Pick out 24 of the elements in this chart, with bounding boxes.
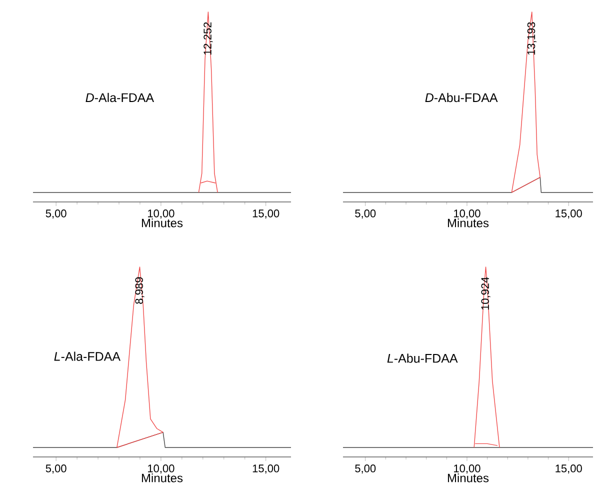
x-tick-label: 5,00: [355, 210, 376, 219]
text: D-Abu-FDAA: [425, 92, 498, 102]
x-tick-label: 10,00: [148, 210, 174, 219]
x-tick-label: 10,00: [454, 210, 480, 219]
x-tick-label: 15,00: [556, 210, 582, 219]
x-axis-title: Minutes: [448, 218, 489, 228]
x-axis-title: Minutes: [448, 473, 489, 482]
x-tick-label: 5,00: [46, 464, 66, 474]
x-axis-title: Minutes: [142, 473, 183, 482]
x-tick-label: 15,00: [252, 210, 280, 219]
annotation: 8,989: [135, 277, 144, 304]
annotation: 13,193: [527, 22, 536, 55]
x-tick-label: 10,00: [454, 464, 480, 474]
x-tick-label: 10,00: [148, 464, 174, 474]
text: D-Ala-FDAA: [86, 92, 154, 102]
x-tick-label: 15,00: [252, 464, 280, 474]
annotation: 12,252: [204, 22, 213, 55]
text: L-Abu-FDAA: [387, 354, 458, 363]
annotation: 10,924: [481, 277, 490, 310]
x-tick-label: 5,00: [355, 464, 376, 474]
text: L-Ala-FDAA: [54, 352, 120, 361]
x-tick-label: 5,00: [46, 210, 66, 219]
x-tick-label: 15,00: [556, 464, 582, 474]
x-axis-title: Minutes: [142, 218, 183, 228]
